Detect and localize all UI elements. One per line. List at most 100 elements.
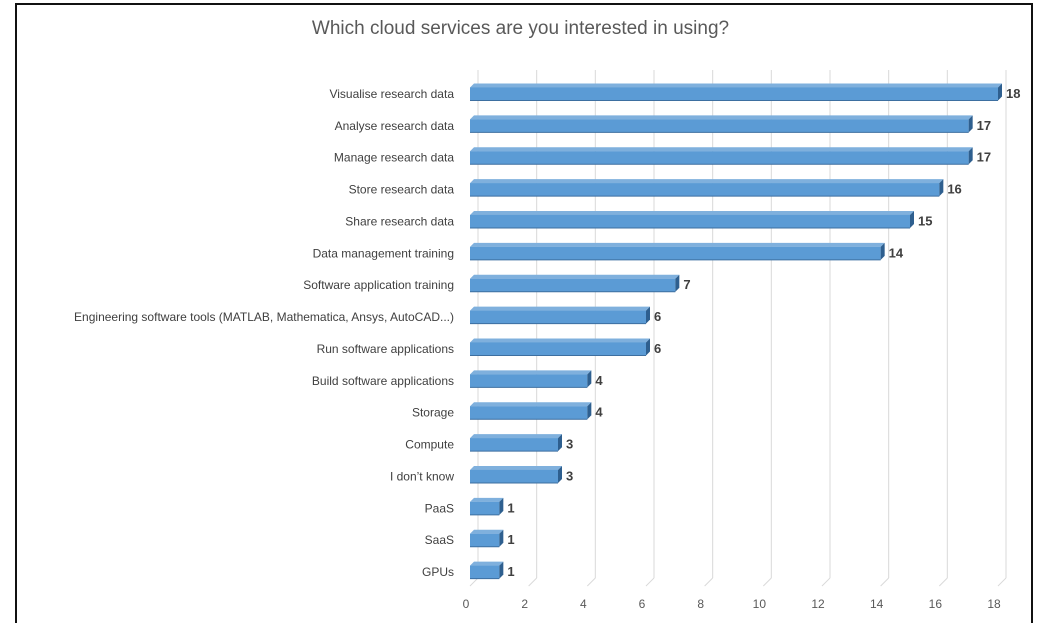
bar-front bbox=[470, 278, 676, 292]
gridline-floor bbox=[704, 577, 714, 587]
bar-front bbox=[470, 406, 588, 420]
bar bbox=[470, 83, 1002, 101]
category-label: Engineering software tools (MATLAB, Math… bbox=[74, 310, 454, 324]
data-label: 17 bbox=[977, 150, 991, 165]
bar bbox=[470, 529, 504, 548]
category-label: Analyse research data bbox=[335, 119, 455, 133]
data-labels: 18 17 17 16 15 14 7 6 6 4 4 3 3 1 1 1 bbox=[507, 86, 1020, 579]
bar-top bbox=[470, 179, 944, 184]
category-label: I don’t know bbox=[390, 469, 454, 483]
x-tick-label: 6 bbox=[639, 597, 646, 611]
bar-side bbox=[675, 274, 680, 292]
bar-side bbox=[558, 434, 562, 452]
x-tick-label: 10 bbox=[753, 597, 767, 611]
bar bbox=[470, 115, 973, 133]
data-label: 6 bbox=[654, 341, 661, 356]
bar-top bbox=[470, 147, 973, 152]
category-label: SaaS bbox=[425, 533, 454, 547]
category-label: Share research data bbox=[345, 214, 454, 228]
data-label: 4 bbox=[595, 405, 603, 420]
x-tick-label: 12 bbox=[811, 597, 825, 611]
bars bbox=[470, 83, 1002, 580]
category-label: Compute bbox=[405, 438, 454, 452]
data-label: 3 bbox=[566, 468, 573, 483]
bar-side bbox=[646, 306, 650, 324]
bar-top bbox=[470, 115, 973, 120]
x-tick-label: 18 bbox=[987, 597, 1001, 611]
bar-side bbox=[968, 115, 973, 133]
bar bbox=[470, 434, 562, 452]
data-label: 14 bbox=[889, 245, 904, 260]
bar-top bbox=[470, 370, 592, 375]
gridline-floor bbox=[645, 577, 655, 587]
bar bbox=[470, 561, 504, 580]
bar bbox=[470, 147, 973, 165]
gridline-floor bbox=[586, 577, 596, 587]
bar-side bbox=[558, 465, 562, 483]
category-label: Data management training bbox=[313, 246, 454, 260]
bar-front bbox=[470, 342, 646, 356]
bar bbox=[470, 210, 914, 229]
bar-side bbox=[587, 402, 592, 420]
x-tick-label: 2 bbox=[521, 597, 528, 611]
bar-front bbox=[470, 438, 558, 452]
x-axis-ticks: 0 2 4 6 8 10 12 14 16 18 bbox=[463, 597, 1001, 611]
bar-front bbox=[470, 501, 500, 515]
gridline-floor bbox=[469, 577, 479, 587]
x-tick-label: 0 bbox=[463, 597, 470, 611]
bar-side bbox=[939, 179, 944, 197]
category-label: Software application training bbox=[303, 278, 454, 292]
bar bbox=[470, 402, 592, 420]
bar-top bbox=[470, 497, 504, 502]
bar-side bbox=[587, 370, 592, 388]
x-tick-label: 14 bbox=[870, 597, 884, 611]
category-label: Build software applications bbox=[312, 374, 454, 388]
bar-front bbox=[470, 214, 910, 228]
category-labels: Visualise research data Analyse research … bbox=[74, 87, 454, 579]
bar-top bbox=[470, 274, 680, 279]
x-tick-label: 8 bbox=[697, 597, 704, 611]
gridline-floor bbox=[880, 577, 890, 587]
data-label: 15 bbox=[918, 213, 932, 228]
gridline-floor bbox=[821, 577, 831, 587]
data-label: 7 bbox=[683, 277, 690, 292]
data-label: 1 bbox=[507, 532, 514, 547]
bar bbox=[470, 338, 650, 356]
bar-top bbox=[470, 402, 592, 407]
category-label: Run software applications bbox=[317, 342, 454, 356]
bar-side bbox=[968, 147, 973, 165]
category-label: Visualise research data bbox=[329, 87, 454, 101]
bar-side bbox=[499, 497, 504, 515]
bar-top bbox=[470, 83, 1002, 88]
bar-front bbox=[470, 183, 940, 197]
bar-side bbox=[499, 529, 504, 547]
bar-side bbox=[646, 338, 650, 356]
bar-top bbox=[470, 465, 562, 470]
data-label: 1 bbox=[507, 564, 514, 579]
data-label: 1 bbox=[507, 500, 514, 515]
x-tick-label: 4 bbox=[580, 597, 587, 611]
chart-title: Which cloud services are you interested … bbox=[311, 18, 730, 39]
bar-top bbox=[470, 338, 650, 343]
bar bbox=[470, 497, 504, 516]
category-label: Storage bbox=[412, 406, 454, 420]
data-label: 16 bbox=[947, 182, 961, 197]
category-label: Store research data bbox=[349, 183, 455, 197]
bar-top bbox=[470, 434, 562, 439]
bar bbox=[470, 179, 944, 197]
bar bbox=[470, 465, 562, 484]
category-label: PaaS bbox=[425, 501, 454, 515]
bar-top bbox=[470, 210, 914, 215]
bar-top bbox=[470, 529, 504, 534]
bar-front bbox=[470, 87, 998, 101]
bar-top bbox=[470, 306, 650, 311]
bar-front bbox=[470, 374, 588, 388]
bar-front bbox=[470, 151, 969, 165]
bar-side bbox=[910, 210, 914, 228]
bar-top bbox=[470, 561, 504, 566]
bar bbox=[470, 306, 650, 325]
gridline-floor bbox=[762, 577, 772, 587]
bar-front bbox=[470, 119, 969, 133]
data-label: 18 bbox=[1006, 86, 1020, 101]
